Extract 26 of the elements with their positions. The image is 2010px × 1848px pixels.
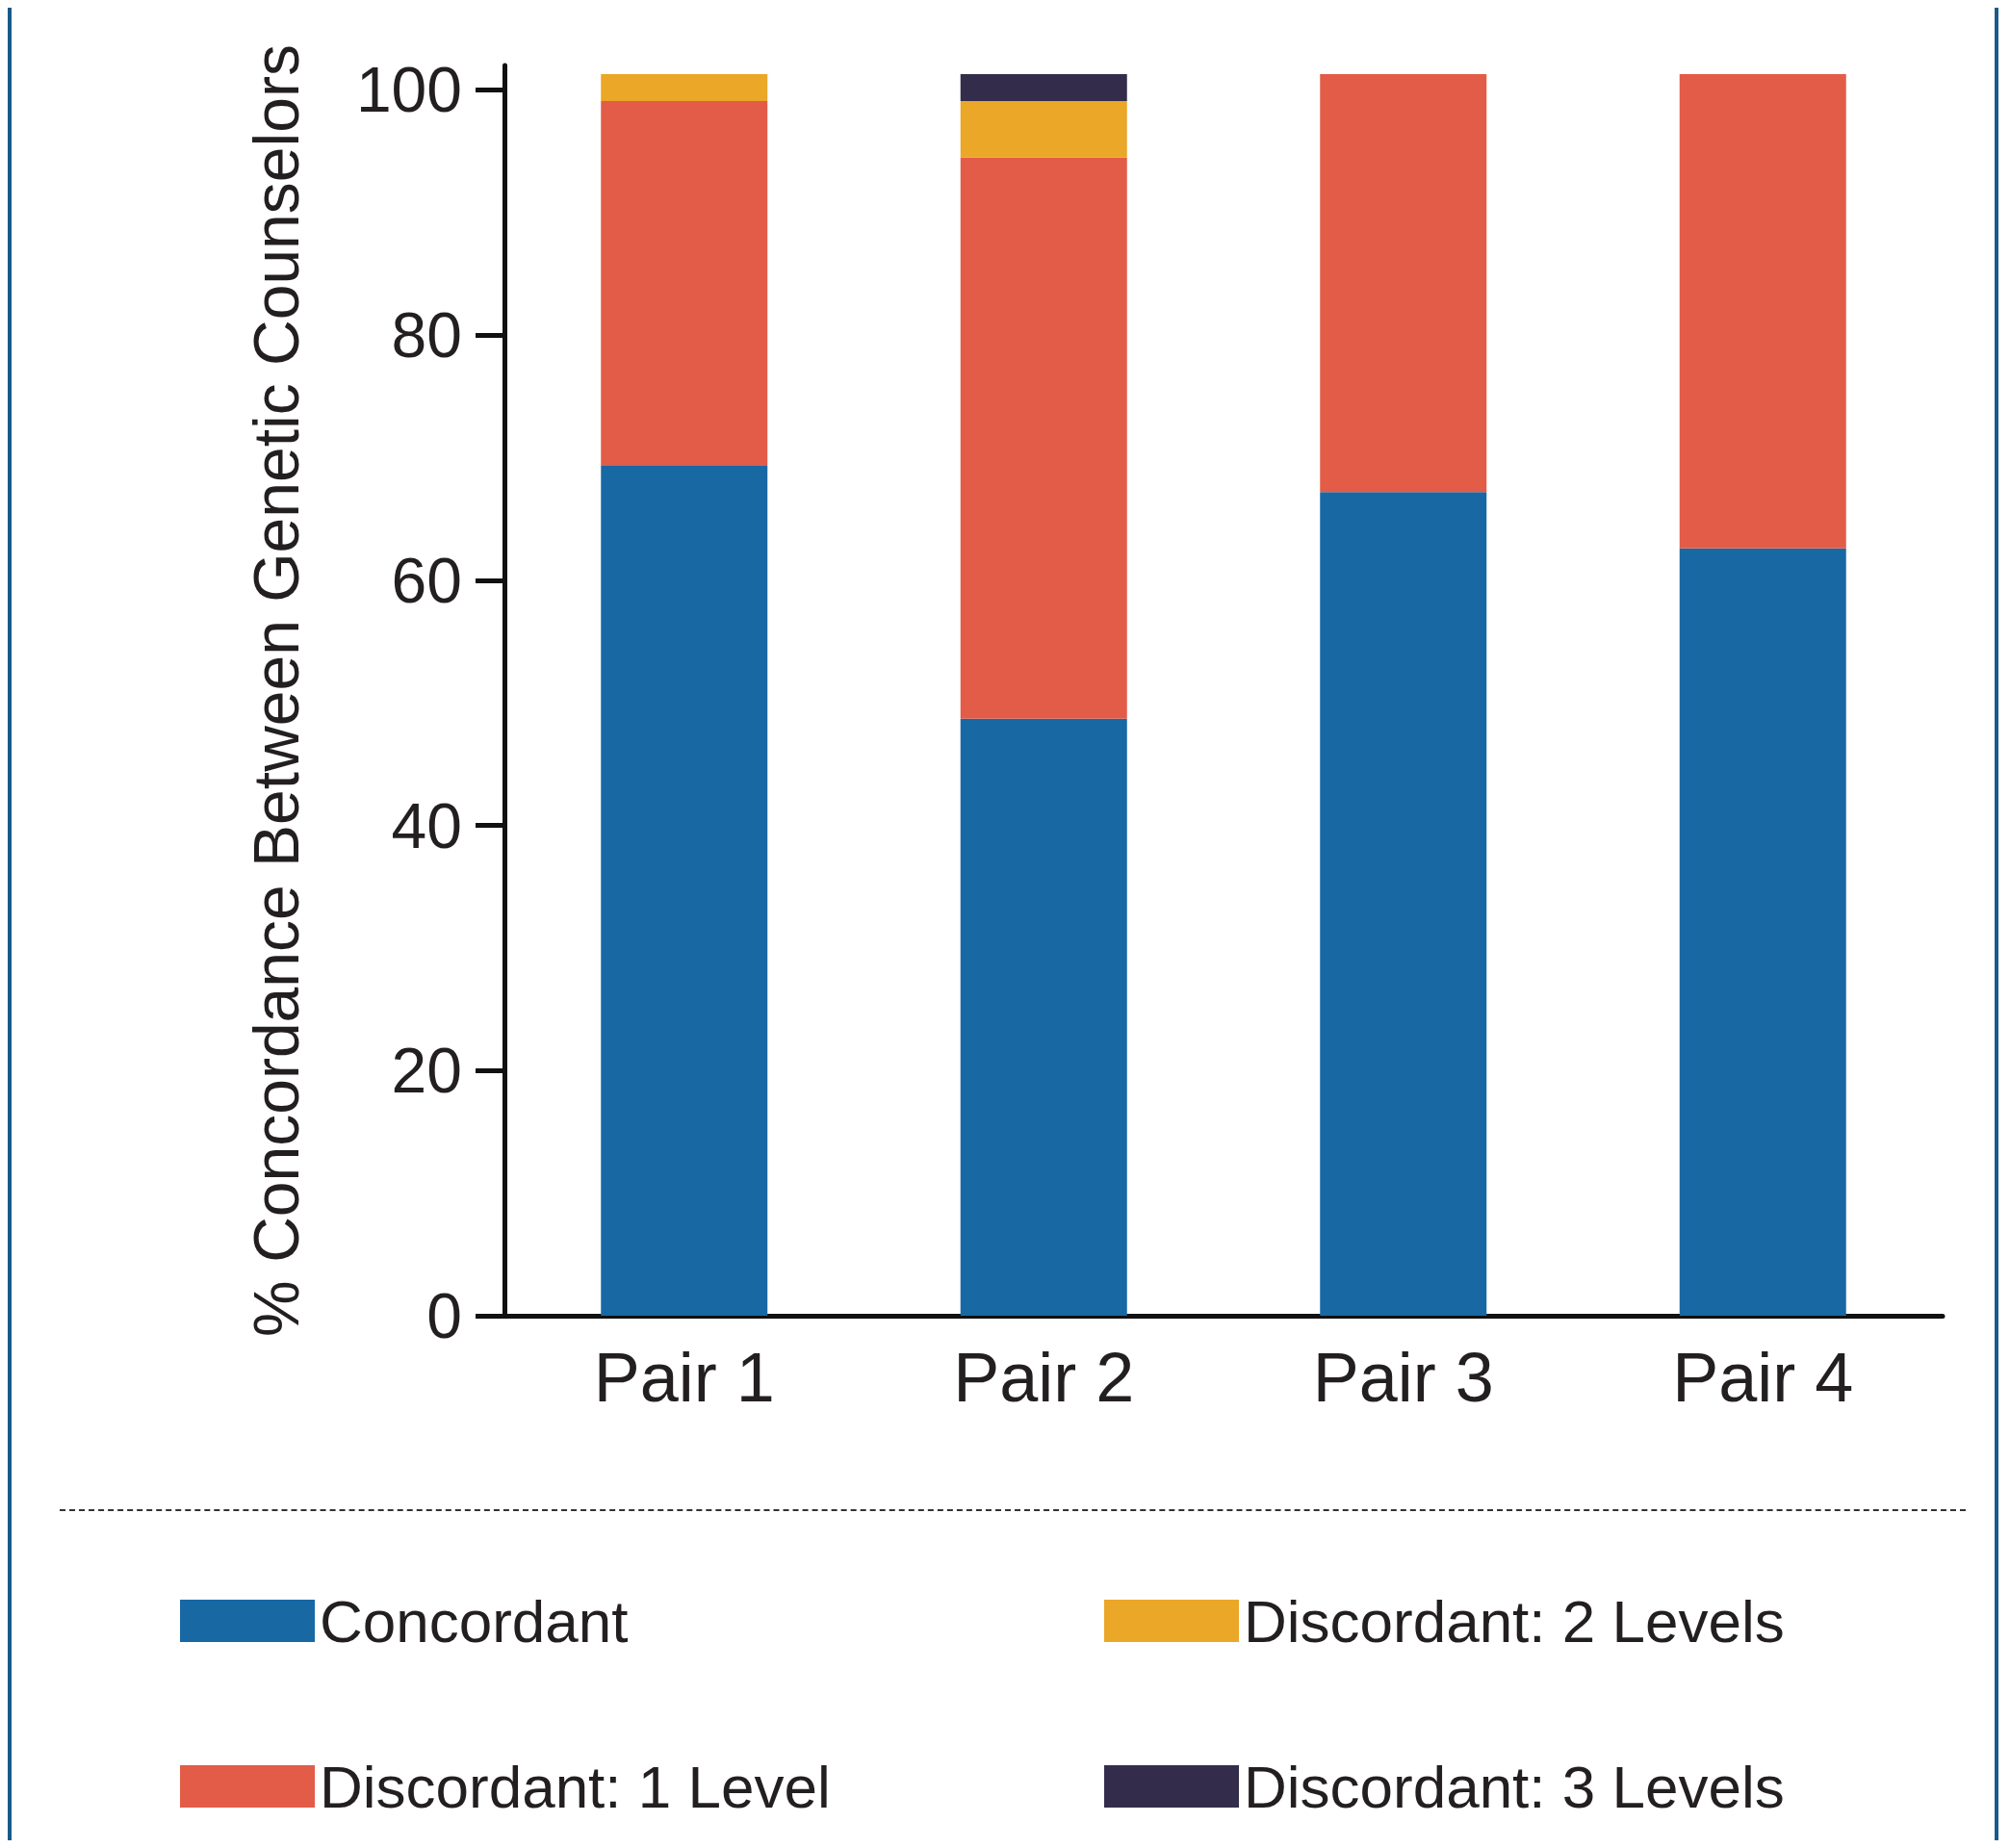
x-tick-label: Pair 4 xyxy=(1672,1339,1854,1416)
bar xyxy=(1320,73,1487,493)
y-tick-label: 60 xyxy=(391,544,462,616)
bar xyxy=(960,157,1127,719)
bar xyxy=(960,73,1127,101)
y-tick-label: 0 xyxy=(426,1280,462,1351)
bar xyxy=(1320,492,1487,1316)
y-tick-label: 40 xyxy=(391,789,462,861)
bar xyxy=(601,73,768,101)
legend-label: Discordant: 1 Level xyxy=(320,1753,831,1820)
bar xyxy=(960,100,1127,158)
bar xyxy=(601,465,768,1316)
y-tick-label: 80 xyxy=(391,299,462,372)
legend-label: Discordant: 3 Levels xyxy=(1244,1753,1785,1820)
legend-label: Concordant xyxy=(320,1587,629,1655)
x-tick-label: Pair 1 xyxy=(593,1339,775,1416)
bar xyxy=(1679,548,1846,1316)
y-axis-title: % Concordance Between Genetic Counselors xyxy=(241,44,312,1337)
bar xyxy=(601,100,768,466)
x-tick-label: Pair 2 xyxy=(953,1339,1135,1416)
y-tick-label: 20 xyxy=(391,1035,462,1107)
bar xyxy=(1679,73,1846,549)
y-tick-label: 100 xyxy=(355,54,462,126)
legend-label: Discordant: 2 Levels xyxy=(1244,1587,1785,1655)
bar xyxy=(960,718,1127,1316)
x-tick-label: Pair 3 xyxy=(1312,1339,1494,1416)
